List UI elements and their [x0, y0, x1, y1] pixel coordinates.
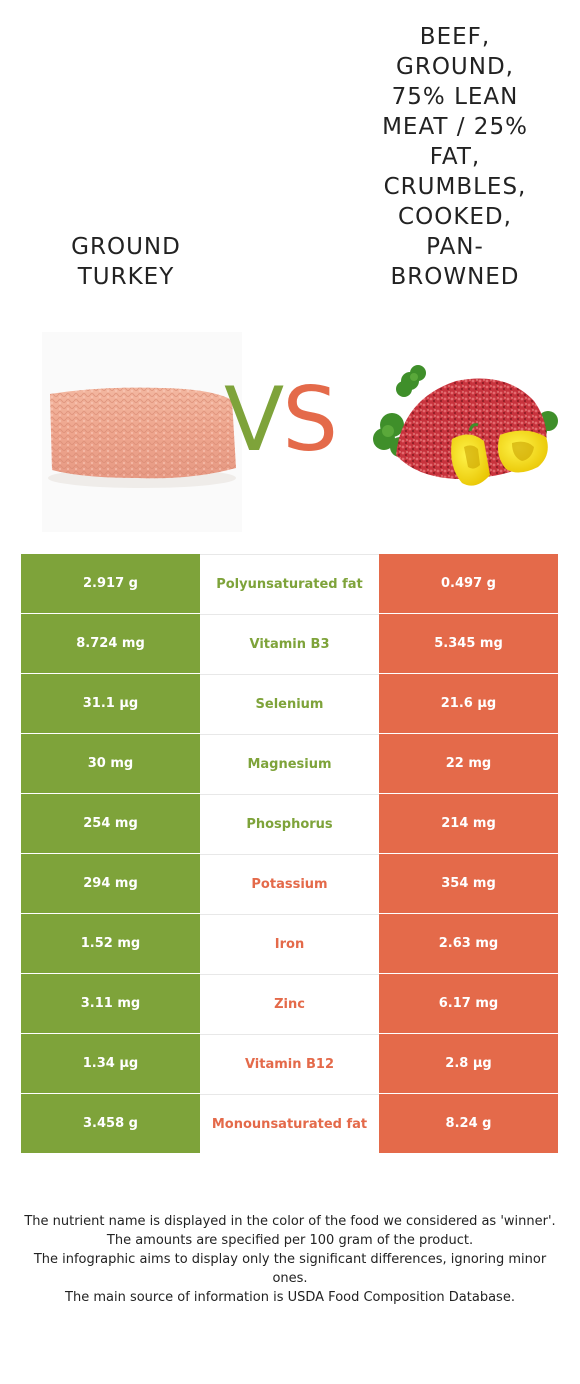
footer-note: The nutrient name is displayed in the co… [24, 1214, 556, 1229]
right-food-title: Beef, ground, 75% lean meat / 25% fat, c… [370, 22, 540, 292]
table-row: 3.458 g Monounsaturated fat 8.24 g [21, 1094, 558, 1153]
nutrient-name: Polyunsaturated fat [200, 554, 379, 613]
table-row: 8.724 mg Vitamin B3 5.345 mg [21, 614, 558, 674]
right-value: 5.345 mg [379, 614, 558, 673]
right-value: 2.8 µg [379, 1034, 558, 1093]
table-row: 1.52 mg Iron 2.63 mg [21, 914, 558, 974]
right-title-line: Beef, [419, 24, 491, 50]
right-value: 6.17 mg [379, 974, 558, 1033]
left-value: 3.11 mg [21, 974, 200, 1033]
right-value: 2.63 mg [379, 914, 558, 973]
table-row: 254 mg Phosphorus 214 mg [21, 794, 558, 854]
nutrient-name: Iron [200, 914, 379, 973]
footer-note: The infographic aims to display only the… [33, 1252, 547, 1286]
nutrient-name: Vitamin B3 [200, 614, 379, 673]
footer-notes: The nutrient name is displayed in the co… [20, 1212, 560, 1307]
nutrient-name: Zinc [200, 974, 379, 1033]
left-value: 31.1 µg [21, 674, 200, 733]
right-title-line: pan- [426, 234, 484, 260]
nutrient-name: Selenium [200, 674, 379, 733]
versus-label: VS [224, 370, 354, 470]
table-row: 30 mg Magnesium 22 mg [21, 734, 558, 794]
right-title-line: ground, [396, 54, 514, 80]
table-row: 31.1 µg Selenium 21.6 µg [21, 674, 558, 734]
left-value: 254 mg [21, 794, 200, 853]
right-title-line: fat, [429, 144, 481, 170]
ground-turkey-image [42, 332, 242, 532]
footer-note: The main source of information is USDA F… [65, 1290, 515, 1305]
ground-beef-image [373, 365, 558, 486]
right-value: 22 mg [379, 734, 558, 793]
nutrient-name: Phosphorus [200, 794, 379, 853]
left-value: 1.52 mg [21, 914, 200, 973]
footer-note: The amounts are specified per 100 gram o… [106, 1233, 474, 1248]
nutrient-comparison-table: 2.917 g Polyunsaturated fat 0.497 g 8.72… [21, 554, 558, 1153]
left-value: 8.724 mg [21, 614, 200, 673]
vs-letter-s: S [282, 368, 338, 471]
right-title-line: meat / 25% [382, 114, 528, 140]
nutrient-name: Magnesium [200, 734, 379, 793]
table-row: 2.917 g Polyunsaturated fat 0.497 g [21, 554, 558, 614]
right-value: 214 mg [379, 794, 558, 853]
right-title-line: crumbles, [383, 174, 527, 200]
table-row: 294 mg Potassium 354 mg [21, 854, 558, 914]
table-row: 3.11 mg Zinc 6.17 mg [21, 974, 558, 1034]
right-title-line: browned [390, 264, 520, 290]
right-value: 8.24 g [379, 1094, 558, 1153]
table-row: 1.34 µg Vitamin B12 2.8 µg [21, 1034, 558, 1094]
nutrient-name: Monounsaturated fat [200, 1094, 379, 1153]
right-value: 21.6 µg [379, 674, 558, 733]
left-value: 1.34 µg [21, 1034, 200, 1093]
nutrient-name: Vitamin B12 [200, 1034, 379, 1093]
right-title-line: cooked, [398, 204, 512, 230]
left-value: 294 mg [21, 854, 200, 913]
right-title-line: 75% lean [391, 84, 519, 110]
right-value: 0.497 g [379, 554, 558, 613]
left-value: 30 mg [21, 734, 200, 793]
left-value: 2.917 g [21, 554, 200, 613]
right-value: 354 mg [379, 854, 558, 913]
vs-letter-v: V [224, 368, 284, 471]
left-food-title: Ground turkey [71, 234, 181, 290]
nutrient-name: Potassium [200, 854, 379, 913]
left-value: 3.458 g [21, 1094, 200, 1153]
